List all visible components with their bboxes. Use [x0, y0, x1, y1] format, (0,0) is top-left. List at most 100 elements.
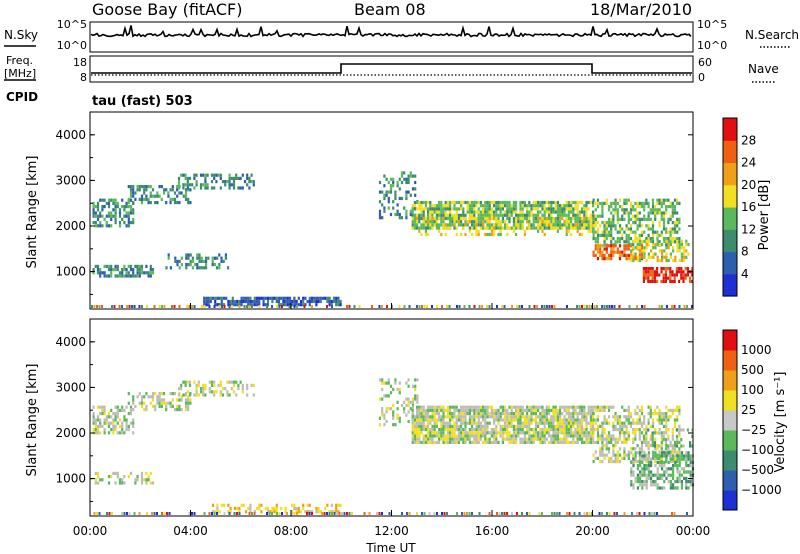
velocity-echo-cell — [99, 405, 102, 409]
power-echo-cell — [528, 216, 531, 221]
velocity-echo-cell — [625, 428, 628, 432]
velocity-echo-cell — [592, 415, 595, 419]
velocity-echo-cell — [446, 428, 449, 432]
velocity-ground-row-cell — [478, 512, 481, 515]
velocity-echo-cell — [107, 475, 111, 479]
power-echo-cell — [134, 191, 137, 195]
power-echo-cell — [427, 207, 430, 211]
power-echo-cell — [413, 207, 416, 211]
power-echo-cell — [592, 210, 595, 214]
velocity-echo-cell — [226, 393, 229, 397]
velocity-echo-cell — [116, 412, 119, 416]
velocity-echo-cell — [676, 476, 679, 480]
power-ground-row-cell — [403, 305, 406, 308]
velocity-echo-cell — [484, 431, 487, 435]
velocity-echo-cell — [116, 431, 119, 435]
power-echo-cell — [195, 183, 198, 187]
velocity-echo-cell — [596, 428, 600, 432]
power-echo-cell — [594, 253, 597, 257]
velocity-colorbar-segment — [723, 430, 737, 451]
power-echo-cell — [460, 204, 463, 208]
velocity-echo-cell — [101, 478, 104, 482]
velocity-echo-cell — [673, 440, 677, 444]
power-echo-cell — [422, 207, 425, 211]
velocity-echo-cell — [427, 424, 430, 428]
velocity-echo-cell — [645, 483, 648, 487]
power-echo-cell — [683, 252, 686, 256]
power-echo-cell — [123, 268, 126, 272]
power-echo-cell — [134, 274, 137, 278]
velocity-echo-cell — [523, 440, 526, 444]
velocity-echo-cell — [653, 441, 656, 445]
velocity-echo-cell — [315, 506, 318, 511]
velocity-echo-cell — [650, 480, 653, 484]
power-echo-cell — [387, 206, 390, 210]
velocity-echo-cell — [653, 444, 656, 448]
velocity-echo-cell — [479, 431, 482, 435]
velocity-echo-cell — [630, 460, 633, 464]
power-echo-cell — [121, 198, 124, 202]
velocity-echo-cell — [548, 421, 551, 425]
velocity-echo-cell — [495, 437, 498, 441]
velocity-echo-cell — [508, 437, 511, 441]
power-echo-cell — [114, 268, 117, 272]
velocity-echo-cell — [641, 470, 644, 474]
velocity-ground-row-cell — [98, 512, 101, 515]
power-echo-cell — [110, 271, 113, 275]
power-echo-cell — [189, 201, 192, 205]
power-ground-row-cell — [193, 305, 196, 308]
velocity-echo-cell — [413, 415, 416, 419]
power-echo-cell — [218, 263, 221, 267]
velocity-echo-cell — [440, 424, 443, 428]
velocity-echo-cell — [451, 428, 454, 432]
power-echo-cell — [381, 203, 384, 207]
power-echo-cell — [563, 213, 566, 217]
power-echo-cell — [220, 259, 223, 263]
velocity-echo-cell — [484, 412, 487, 416]
velocity-echo-cell — [559, 431, 562, 435]
power-echo-cell — [394, 193, 397, 197]
power-echo-cell — [189, 259, 192, 263]
power-echo-cell — [497, 213, 500, 217]
power-echo-cell — [678, 249, 681, 253]
velocity-echo-cell — [541, 408, 544, 412]
power-echo-cell — [528, 226, 531, 230]
power-echo-cell — [495, 210, 498, 214]
velocity-echo-cell — [548, 412, 551, 416]
power-echo-cell — [656, 267, 659, 271]
velocity-echo-cell — [645, 428, 648, 432]
velocity-echo-cell — [563, 405, 566, 409]
power-echo-cell — [477, 229, 480, 233]
velocity-echo-cell — [676, 454, 679, 458]
power-echo-cell — [413, 213, 416, 217]
power-echo-cell — [627, 253, 630, 257]
power-echo-cell — [576, 223, 579, 227]
power-echo-cell — [656, 270, 659, 274]
power-echo-cell — [521, 220, 524, 224]
power-echo-cell — [647, 227, 650, 231]
velocity-echo-cell — [589, 434, 592, 438]
velocity-echo-cell — [651, 421, 655, 425]
velocity-echo-cell — [317, 506, 320, 511]
velocity-ground-row-cell — [496, 512, 498, 515]
power-ground-row-cell — [131, 305, 133, 308]
velocity-echo-cell — [565, 431, 568, 435]
power-echo-cell — [592, 227, 595, 231]
power-echo-cell — [195, 173, 198, 177]
velocity-echo-cell — [110, 415, 113, 419]
velocity-echo-cell — [528, 408, 531, 412]
velocity-echo-cell — [559, 437, 562, 441]
velocity-echo-cell — [177, 393, 181, 397]
power-echo-cell — [140, 271, 144, 275]
velocity-echo-cell — [484, 428, 487, 432]
velocity-echo-cell — [599, 434, 602, 438]
power-echo-cell — [438, 223, 441, 227]
power-ground-row-cell — [121, 305, 123, 308]
power-echo-cell — [592, 221, 595, 225]
power-echo-cell — [647, 267, 650, 271]
velocity-echo-cell — [482, 415, 485, 419]
power-echo-cell — [665, 243, 668, 247]
power-echo-cell — [512, 220, 515, 224]
power-echo-cell — [649, 208, 652, 212]
power-echo-cell — [629, 224, 633, 228]
